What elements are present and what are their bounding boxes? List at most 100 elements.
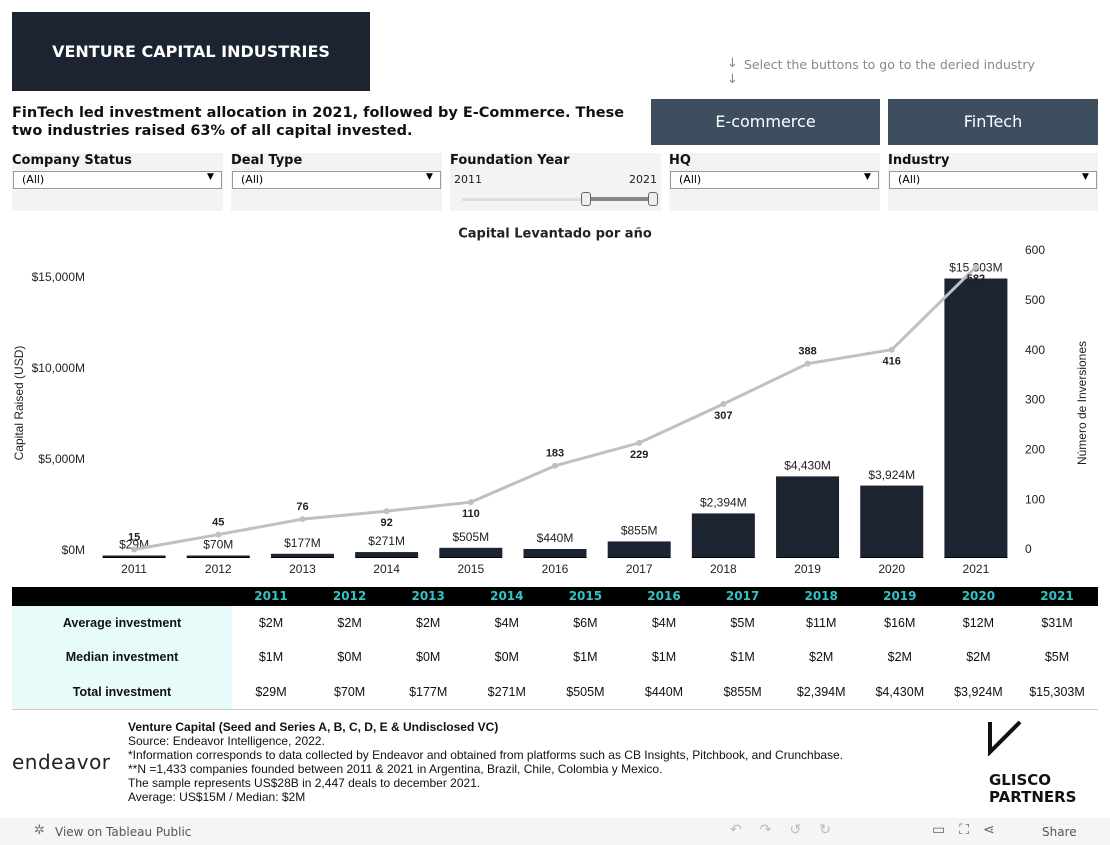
slider-min: 2011	[454, 173, 482, 186]
table-cell: $177M	[409, 685, 448, 699]
footer-note: **N =1,433 companies founded between 201…	[128, 762, 663, 776]
x-tick-label: 2020	[878, 562, 905, 576]
slider-handle[interactable]	[648, 192, 658, 206]
industry-button[interactable]: FinTech	[888, 99, 1098, 145]
logo-right: PARTNERS	[989, 788, 1077, 806]
table-cell: $2M	[258, 616, 284, 630]
bar	[523, 548, 587, 557]
bar	[607, 541, 671, 557]
line-value-label: 15	[128, 531, 140, 543]
dropdown-arrow: ▼	[1082, 172, 1089, 182]
line-value-label: 582	[967, 273, 985, 285]
filter-label: Deal Type	[231, 153, 303, 168]
line	[133, 265, 977, 552]
table-cell: $4M	[651, 616, 677, 630]
slider-max: 2021	[629, 173, 657, 186]
table-year: 2014	[490, 589, 524, 603]
slider-handle[interactable]	[581, 192, 591, 206]
y2-tick-label: 400	[1025, 343, 1045, 357]
dropdown-arrow: ▼	[864, 172, 871, 182]
y2-tick-label: 500	[1025, 293, 1045, 307]
table-cell: $5M	[730, 616, 755, 630]
table-cell: $3,924M	[954, 685, 1003, 699]
bar	[944, 278, 1008, 557]
x-tick-label: 2011	[121, 562, 147, 576]
footer-note: *Information corresponds to data collect…	[128, 748, 844, 762]
table-cell: $505M	[566, 685, 605, 699]
dropdown-arrow: ▼	[207, 172, 214, 182]
view-link[interactable]: View on Tableau Public	[55, 825, 192, 839]
table-cell: $11M	[806, 616, 837, 630]
y-axis-label: Capital Raised (USD)	[12, 346, 26, 461]
table-cell: $1M	[573, 650, 598, 664]
table-cell: $2M	[416, 616, 441, 630]
table-year: 2021	[1040, 589, 1074, 603]
bar-value-label: $4,430M	[784, 459, 831, 473]
bar	[102, 555, 166, 557]
title: VENTURE CAPITAL INDUSTRIES	[52, 42, 330, 61]
y2-tick-label: 600	[1025, 243, 1045, 257]
table-cell: $70M	[333, 685, 366, 699]
share-button[interactable]: Share	[1042, 825, 1077, 839]
line-point	[888, 346, 895, 353]
bar-value-label: $271M	[368, 534, 405, 548]
toolbar-icons: ↶↷↺↻	[730, 822, 849, 838]
line-point	[299, 516, 306, 523]
y2-tick-label: 0	[1025, 542, 1032, 556]
line-value-label: 229	[630, 449, 648, 461]
x-tick-label: 2012	[205, 562, 232, 576]
footer-note: The sample represents US$28B in 2,447 de…	[128, 776, 481, 790]
x-tick-label: 2018	[710, 562, 737, 576]
hint-arrow: ↓ ↓	[727, 56, 738, 87]
filter-dropdown[interactable]: (All)	[670, 171, 879, 189]
slider-track	[462, 198, 652, 201]
line-point	[972, 263, 979, 270]
table-row-label: Total investment	[72, 685, 172, 699]
table-year: 2013	[411, 589, 445, 603]
table-cell: $0M	[494, 650, 519, 664]
line-point	[804, 360, 811, 367]
table-cell: $2M	[809, 650, 834, 664]
line-value-label: 183	[546, 448, 564, 460]
filter-panel	[450, 153, 661, 211]
industry-button[interactable]: E-commerce	[651, 99, 880, 145]
footer-note: Source: Endeavor Intelligence, 2022.	[128, 734, 325, 748]
table-row-label: Median investment	[65, 650, 179, 664]
filter-dropdown[interactable]: (All)	[13, 171, 222, 189]
chart-title: Capital Levantado por año	[458, 227, 652, 242]
table-cell: $2M	[887, 650, 912, 664]
table-cell: $2M	[966, 650, 991, 664]
hint: Select the buttons to go to the deried i…	[744, 57, 1035, 72]
line-value-label: 110	[462, 508, 480, 520]
y-tick-label: $0M	[62, 543, 85, 557]
table-cell: $440M	[644, 685, 684, 699]
bar-value-label: $505M	[452, 530, 489, 544]
summary: FinTech led investment allocation in 202…	[12, 105, 625, 139]
y2-tick-label: 300	[1025, 393, 1045, 407]
table-cell: $0M	[337, 650, 362, 664]
filter-label: Foundation Year	[450, 153, 570, 168]
line-point	[383, 508, 390, 515]
logo-mark	[988, 720, 1022, 756]
filter-dropdown[interactable]: (All)	[889, 171, 1097, 189]
bar-value-label: $3,924M	[868, 468, 915, 482]
table-cell: $4,430M	[875, 685, 925, 699]
bar-value-label: $70M	[203, 538, 233, 552]
table-year: 2012	[332, 589, 367, 603]
logo-right: GLISCO	[989, 771, 1052, 789]
line-point	[215, 531, 222, 538]
line-point	[636, 439, 643, 446]
y-tick-label: $5,000M	[38, 452, 85, 466]
filter-label: Company Status	[12, 153, 132, 168]
logo-left: endeavor	[12, 750, 111, 774]
x-tick-label: 2017	[626, 562, 653, 576]
filter-dropdown[interactable]: (All)	[232, 171, 441, 189]
table-cell: $1M	[258, 650, 284, 664]
table-cell: $29M	[255, 685, 287, 699]
filter-label: Industry	[888, 153, 950, 168]
table-year: 2015	[568, 589, 603, 603]
x-tick-label: 2015	[457, 562, 484, 576]
x-tick-label: 2019	[794, 562, 821, 576]
title-box	[12, 12, 370, 91]
y-tick-label: $15,000M	[32, 270, 85, 284]
